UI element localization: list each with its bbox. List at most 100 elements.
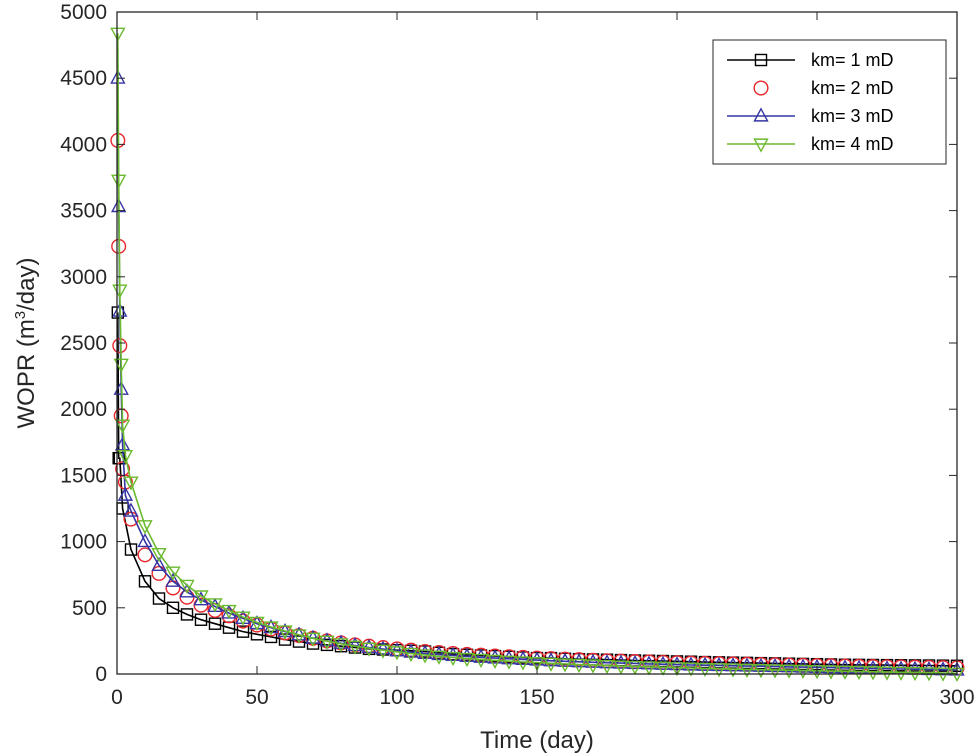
legend-item-km-1-md: km= 1 mD [727, 50, 894, 70]
data-point-km-4-md [767, 664, 783, 679]
legend-item-km-3-md: km= 3 mD [727, 106, 894, 126]
y-tick-label: 2500 [60, 332, 107, 355]
data-point-km-4-md [117, 449, 134, 465]
x-tick-label: 300 [939, 686, 974, 709]
data-point-km-1-md [138, 575, 152, 588]
data-point-km-3-md [361, 638, 377, 654]
data-point-km-3-md [529, 651, 545, 666]
legend-marker-km-3-md [753, 107, 769, 122]
y-tick-label: 4000 [60, 133, 107, 156]
data-point-km-4-md [809, 665, 825, 680]
data-point-km-1-md [124, 543, 138, 556]
y-tick-label: 2000 [60, 398, 107, 421]
data-point-km-3-md [613, 654, 629, 669]
data-point-km-4-md [669, 662, 685, 677]
data-point-km-3-md [571, 653, 587, 668]
data-point-km-4-md [795, 664, 811, 680]
data-point-km-3-md [375, 640, 391, 655]
data-point-km-4-md [151, 547, 167, 563]
data-point-km-1-md [278, 633, 292, 646]
data-point-km-4-md [417, 649, 433, 664]
data-point-km-4-md [319, 635, 335, 650]
legend-label-km-1-md: km= 1 mD [811, 50, 894, 70]
data-point-km-4-md [277, 625, 293, 640]
data-point-km-4-md [249, 616, 265, 631]
data-point-km-4-md [529, 657, 545, 672]
data-point-km-4-md [389, 646, 405, 661]
data-point-km-3-md [445, 646, 461, 662]
data-point-km-4-md [571, 658, 587, 674]
data-point-km-3-md [473, 648, 489, 663]
data-point-km-4-md [361, 642, 377, 657]
x-axis-label: Time (day) [480, 727, 594, 754]
data-point-km-4-md [725, 663, 741, 678]
y-tick-label: 3000 [60, 266, 107, 289]
data-point-km-4-md [123, 476, 139, 491]
data-point-km-3-md [137, 532, 153, 548]
data-point-km-4-md [375, 644, 391, 659]
data-point-km-3-md [487, 649, 503, 664]
data-point-km-1-md [208, 617, 222, 630]
data-point-km-4-md [193, 590, 209, 605]
legend-label-km-4-md: km= 4 mD [811, 134, 894, 154]
data-point-km-1-md [180, 608, 194, 621]
data-point-km-4-md [515, 656, 531, 671]
data-point-km-4-md [221, 604, 237, 620]
data-point-km-4-md [585, 659, 601, 674]
y-tick-label: 4500 [60, 67, 107, 90]
data-point-km-4-md [599, 659, 615, 675]
series-line-km-4-md [117, 33, 958, 675]
data-point-km-4-md [487, 654, 503, 669]
data-point-km-3-md [627, 654, 643, 670]
data-point-km-4-md [207, 598, 223, 613]
data-point-km-3-md [179, 583, 195, 598]
data-point-km-3-md [655, 655, 671, 670]
data-point-km-4-md [305, 632, 321, 647]
data-point-km-4-md [683, 662, 699, 677]
data-point-km-4-md [501, 655, 517, 670]
data-point-km-3-md [515, 650, 531, 666]
legend-label-km-2-md: km= 2 mD [811, 78, 894, 98]
data-point-km-4-md [851, 665, 867, 681]
data-point-km-3-md [557, 652, 573, 667]
data-point-km-4-md [627, 660, 643, 676]
data-point-km-3-md [347, 636, 363, 652]
data-point-km-3-md [403, 643, 419, 658]
data-point-km-1-md [236, 625, 250, 638]
data-point-km-4-md [333, 638, 349, 653]
data-point-km-4-md [697, 662, 713, 678]
data-point-km-3-md [641, 655, 657, 670]
data-point-km-4-md [291, 629, 307, 644]
x-tick-label: 250 [799, 686, 834, 709]
data-point-km-3-md [599, 654, 615, 669]
data-point-km-4-md [823, 665, 839, 680]
y-axis-label: WOPR (m3/day) [12, 257, 40, 428]
data-point-km-4-md [739, 663, 755, 678]
y-tick-label: 0 [95, 663, 107, 686]
ticks-layer: 0 50 100 150 200 250 3000500100015002000250030… [60, 1, 974, 709]
data-point-km-4-md [113, 358, 129, 373]
y-tick-label: 1000 [60, 531, 107, 554]
x-tick-label: 50 [245, 686, 268, 709]
legend-item-km-2-md: km= 2 mD [753, 78, 894, 98]
y-tick-label: 5000 [60, 1, 107, 24]
data-point-km-3-md [333, 634, 349, 649]
data-point-km-3-md [165, 572, 181, 587]
data-point-km-3-md [543, 652, 559, 667]
data-point-km-4-md [473, 653, 489, 669]
data-point-km-2-md [137, 547, 153, 563]
data-point-km-4-md [111, 174, 127, 189]
y-axis-label-main: WOPR (m [13, 319, 40, 428]
legend-marker-km-1-md [754, 53, 768, 67]
data-point-km-4-md [403, 647, 419, 663]
legend-marker-km-4-md [753, 138, 769, 153]
data-point-km-3-md [459, 647, 475, 662]
data-point-km-3-md [389, 642, 405, 657]
data-point-km-4-md [445, 651, 461, 667]
data-point-km-4-md [781, 664, 797, 679]
x-tick-label: 200 [659, 686, 694, 709]
x-tick-label: 100 [379, 686, 414, 709]
legend-marker-km-2-md [753, 80, 769, 96]
data-point-km-4-md [459, 652, 475, 668]
